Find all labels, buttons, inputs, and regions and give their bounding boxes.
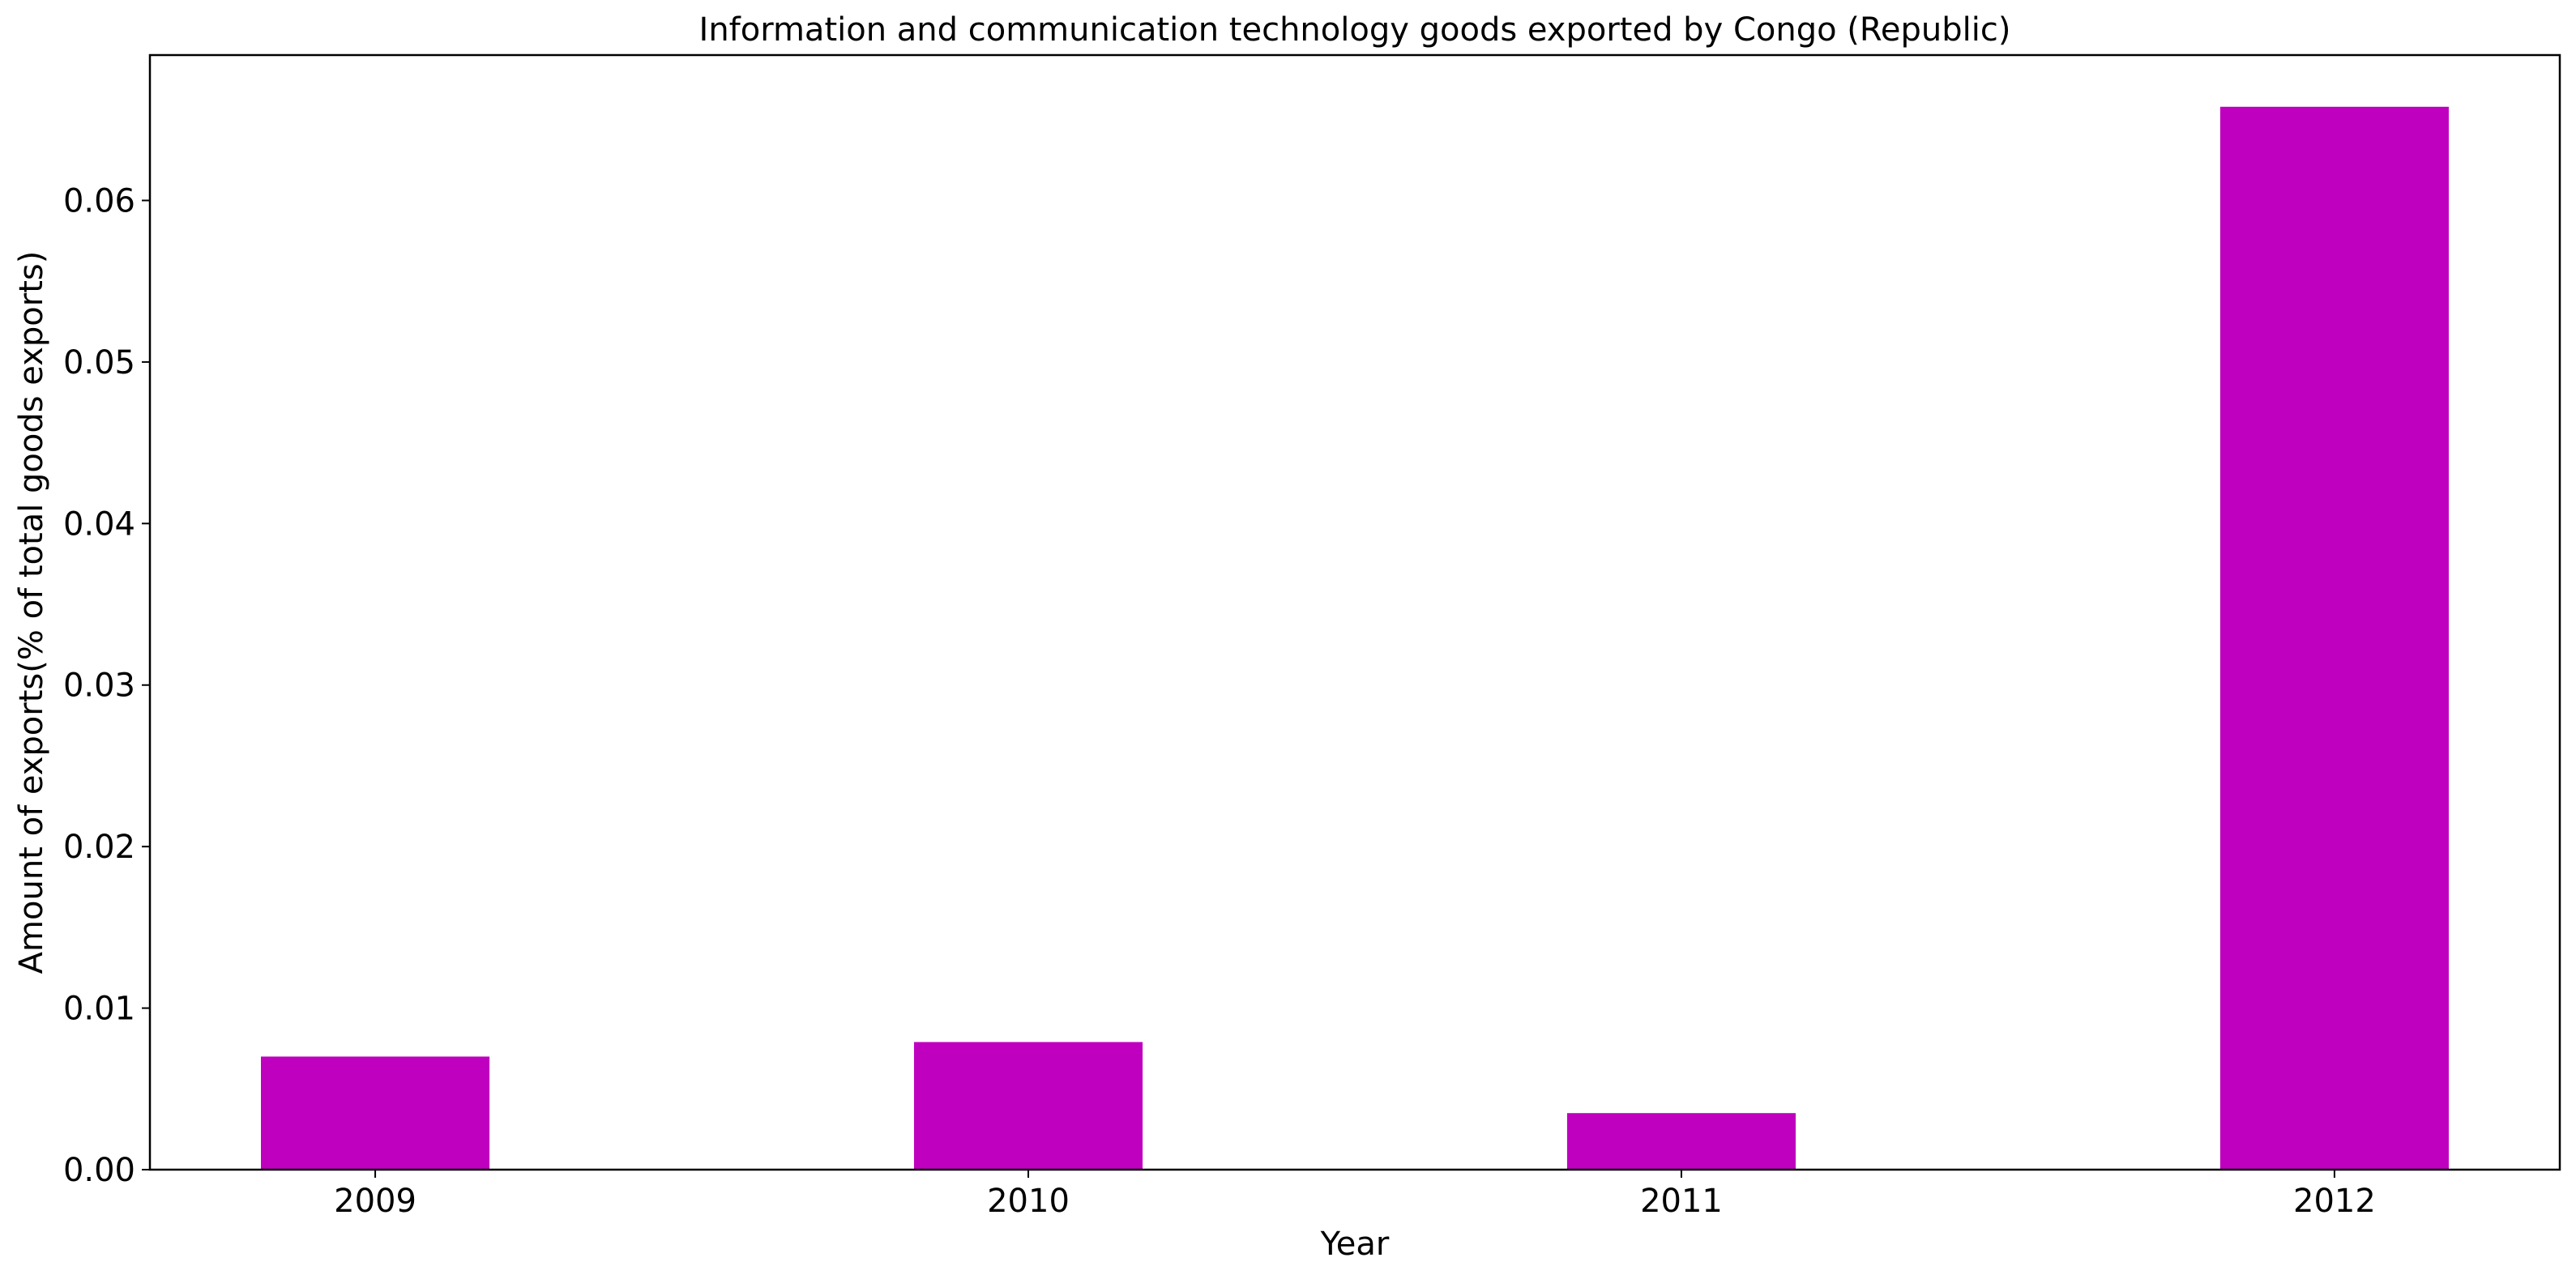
x-tick-label: 2012: [2293, 1183, 2376, 1220]
bar-2011: [1566, 1113, 1796, 1170]
y-tick-label: 0.03: [63, 667, 135, 705]
plot-frame: [148, 53, 2561, 1171]
bar-2009: [261, 1056, 490, 1170]
y-axis-label: Amount of exports(% of total goods expor…: [13, 251, 50, 974]
x-tick-label: 2011: [1640, 1183, 1723, 1220]
y-tick-label: 0.01: [63, 991, 135, 1028]
bar-2012: [2219, 106, 2449, 1170]
bar-2010: [913, 1042, 1143, 1170]
y-tick-label: 0.05: [63, 344, 135, 382]
x-axis-label: Year: [1320, 1226, 1390, 1263]
bars-group: [261, 106, 2449, 1170]
chart-title: Information and communication technology…: [699, 11, 2011, 49]
y-tick-label: 0.04: [63, 505, 135, 543]
x-axis-ticks: 2009 2010 2011 2012: [334, 1170, 2376, 1220]
y-tick-label: 0.06: [63, 182, 135, 220]
y-axis-ticks: 0.00 0.01 0.02 0.03 0.04 0.05 0.06: [63, 182, 150, 1189]
y-tick-label: 0.00: [63, 1152, 135, 1189]
x-tick-label: 2010: [987, 1183, 1070, 1220]
y-tick-label: 0.02: [63, 829, 135, 866]
x-tick-label: 2009: [334, 1183, 417, 1220]
